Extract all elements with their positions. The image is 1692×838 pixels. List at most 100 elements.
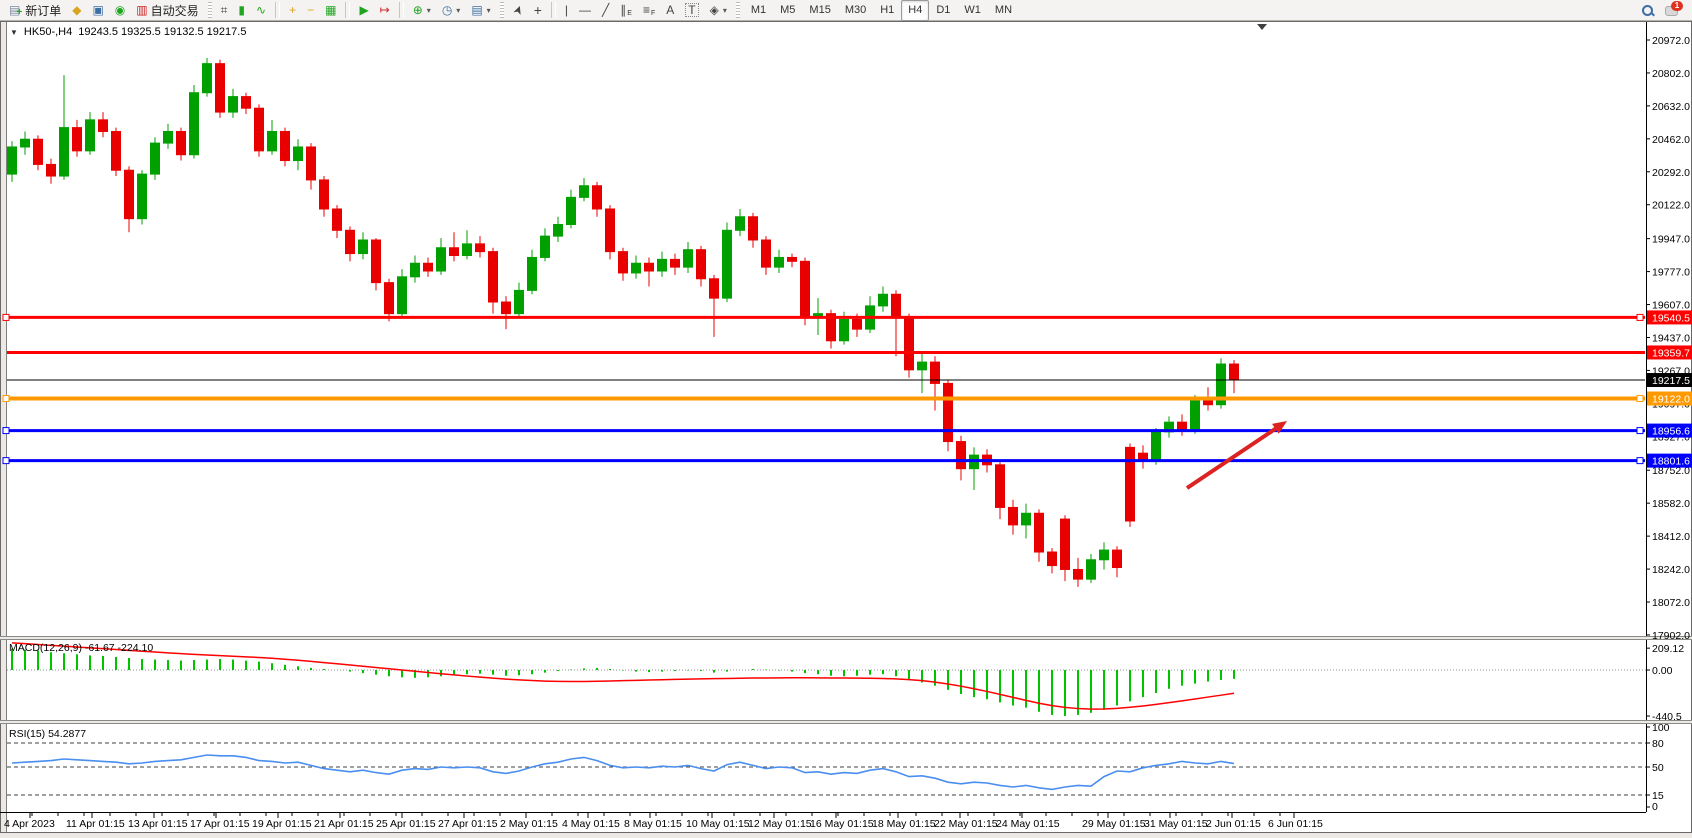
timeframe-MN[interactable]: MN bbox=[994, 4, 1013, 16]
fibonacci-button[interactable]: ≡ F bbox=[642, 3, 656, 17]
candle bbox=[618, 251, 628, 274]
candle bbox=[137, 173, 147, 220]
candle bbox=[371, 239, 381, 284]
line-chart-button[interactable]: ∿ bbox=[251, 0, 271, 21]
timeframe-W1[interactable]: W1 bbox=[964, 4, 981, 16]
timeframe-M30[interactable]: M30 bbox=[844, 4, 867, 16]
search-button[interactable] bbox=[1636, 0, 1659, 21]
dropdown-icon: ▾ bbox=[426, 5, 431, 15]
candle bbox=[20, 138, 30, 148]
rsi-panel: RSI(15) 54.2877 100 80 50 150 bbox=[7, 722, 1670, 813]
timeframe-M5[interactable]: M5 bbox=[780, 4, 796, 16]
candle bbox=[826, 313, 836, 342]
timeframe-H4[interactable]: H4 bbox=[901, 0, 930, 21]
horizontal-line-button[interactable]: — bbox=[574, 0, 596, 21]
text-label-button[interactable]: T bbox=[680, 0, 703, 21]
candle bbox=[748, 216, 758, 241]
candle bbox=[98, 119, 108, 132]
template-icon: ▤ bbox=[471, 3, 483, 17]
price-line-label-text: 18956.6 bbox=[1652, 426, 1690, 438]
candle bbox=[904, 317, 914, 371]
indicators-button[interactable]: ⊕ ▾ bbox=[408, 0, 436, 21]
candle bbox=[202, 63, 212, 94]
candle bbox=[306, 146, 316, 181]
candle bbox=[150, 142, 160, 175]
chart-shift-icon: ↦ bbox=[379, 3, 390, 17]
time-axis-label: 17 Apr 01:15 bbox=[190, 818, 250, 830]
price-line-label-text: 19217.5 bbox=[1652, 375, 1690, 387]
panel-splitter-rsi[interactable] bbox=[0, 720, 1692, 724]
auto-scroll-button[interactable]: ▶ bbox=[354, 0, 373, 21]
candle bbox=[449, 247, 459, 257]
price-axis-tick: 18242.0 bbox=[1652, 564, 1690, 576]
time-axis-label: 24 May 01:15 bbox=[996, 818, 1060, 830]
line-handle[interactable] bbox=[2, 427, 10, 435]
candlestick-icon: ▮ bbox=[238, 3, 245, 17]
time-axis-label: 12 May 01:15 bbox=[748, 818, 812, 830]
cursor-button[interactable]: ➤ bbox=[508, 0, 528, 21]
line-handle[interactable] bbox=[1636, 395, 1644, 403]
zoom-in-button[interactable]: + bbox=[284, 0, 301, 21]
candle bbox=[1073, 568, 1083, 580]
cursor-icon: ➤ bbox=[509, 2, 527, 18]
line-handle[interactable] bbox=[2, 395, 10, 403]
tile-windows-button[interactable]: ▦ bbox=[320, 0, 341, 21]
chart-shift-marker[interactable] bbox=[1257, 24, 1267, 30]
candle bbox=[1151, 431, 1161, 462]
line-handle[interactable] bbox=[1636, 313, 1644, 321]
price-line-label-text: 18801.6 bbox=[1652, 456, 1690, 468]
timeframe-D1[interactable]: D1 bbox=[936, 4, 951, 16]
candle bbox=[7, 146, 17, 175]
chart-shift-button[interactable]: ↦ bbox=[375, 0, 395, 21]
new-order-label: 新订单 bbox=[25, 3, 62, 18]
time-axis-label: 2 Jun 01:15 bbox=[1206, 818, 1261, 830]
periods-button[interactable]: ◷ ▾ bbox=[437, 0, 466, 21]
zoom-in-icon: + bbox=[289, 3, 297, 17]
candle bbox=[1086, 559, 1096, 580]
auto-trading-label: 自动交易 bbox=[150, 3, 199, 18]
line-handle[interactable] bbox=[1636, 457, 1644, 465]
timeframe-H1[interactable]: H1 bbox=[880, 4, 895, 16]
candle bbox=[878, 293, 888, 307]
zoom-out-button[interactable]: − bbox=[302, 0, 319, 21]
timeframe-M15[interactable]: M15 bbox=[809, 4, 831, 16]
bar-chart-button[interactable]: ⌗ bbox=[216, 0, 233, 21]
crosshair-button[interactable]: + bbox=[529, 0, 547, 21]
equidistant-channel-button[interactable]: ∥ E bbox=[620, 3, 632, 17]
candle bbox=[501, 301, 511, 315]
new-order-button[interactable]: ▤ + 新订单 bbox=[4, 0, 66, 21]
trendline-button[interactable]: ╱ bbox=[597, 0, 614, 21]
line-handle[interactable] bbox=[2, 457, 10, 465]
timeframe-M1[interactable]: M1 bbox=[750, 4, 767, 16]
signals-button[interactable]: ◉ bbox=[110, 0, 130, 21]
expert-advisor-button[interactable]: ▣ bbox=[87, 0, 108, 21]
panel-splitter-macd[interactable] bbox=[0, 636, 1692, 640]
zoom-out-icon: − bbox=[307, 3, 315, 17]
publish-button[interactable]: ◆ bbox=[67, 0, 86, 21]
line-handle[interactable] bbox=[1636, 427, 1644, 435]
candlestick-button[interactable]: ▮ bbox=[233, 0, 250, 21]
line-handle[interactable] bbox=[2, 313, 10, 321]
candle bbox=[59, 127, 69, 177]
auto-trading-button[interactable]: ▥ 自动交易 bbox=[131, 0, 203, 21]
timeframe-bar: M1 M5 M15 M30 H1 H4 D1 W1 MN bbox=[744, 0, 1019, 21]
chart-dropdown-icon[interactable]: ▼ bbox=[10, 27, 18, 37]
dropdown-icon: ▾ bbox=[486, 5, 491, 15]
trend-arrow-head[interactable] bbox=[1272, 421, 1287, 434]
candle bbox=[1190, 398, 1200, 431]
trendline-icon: ╱ bbox=[602, 3, 610, 17]
candle bbox=[345, 229, 355, 255]
trend-arrow[interactable] bbox=[1185, 424, 1280, 490]
chart-title: ▼ HK50-,H4 19243.5 19325.5 19132.5 19217… bbox=[10, 26, 246, 38]
arrows-button[interactable]: ◈ ▾ bbox=[705, 0, 732, 21]
notification-badge: 1 bbox=[1671, 1, 1683, 11]
line-chart-icon: ∿ bbox=[256, 3, 267, 17]
time-axis-label: 11 Apr 01:15 bbox=[66, 818, 125, 830]
notifications-button[interactable]: 1 bbox=[1660, 0, 1692, 21]
text-button[interactable]: A bbox=[661, 0, 679, 21]
candle bbox=[813, 313, 823, 317]
vertical-line-button[interactable]: | bbox=[560, 0, 573, 21]
templates-button[interactable]: ▤ ▾ bbox=[466, 0, 495, 21]
